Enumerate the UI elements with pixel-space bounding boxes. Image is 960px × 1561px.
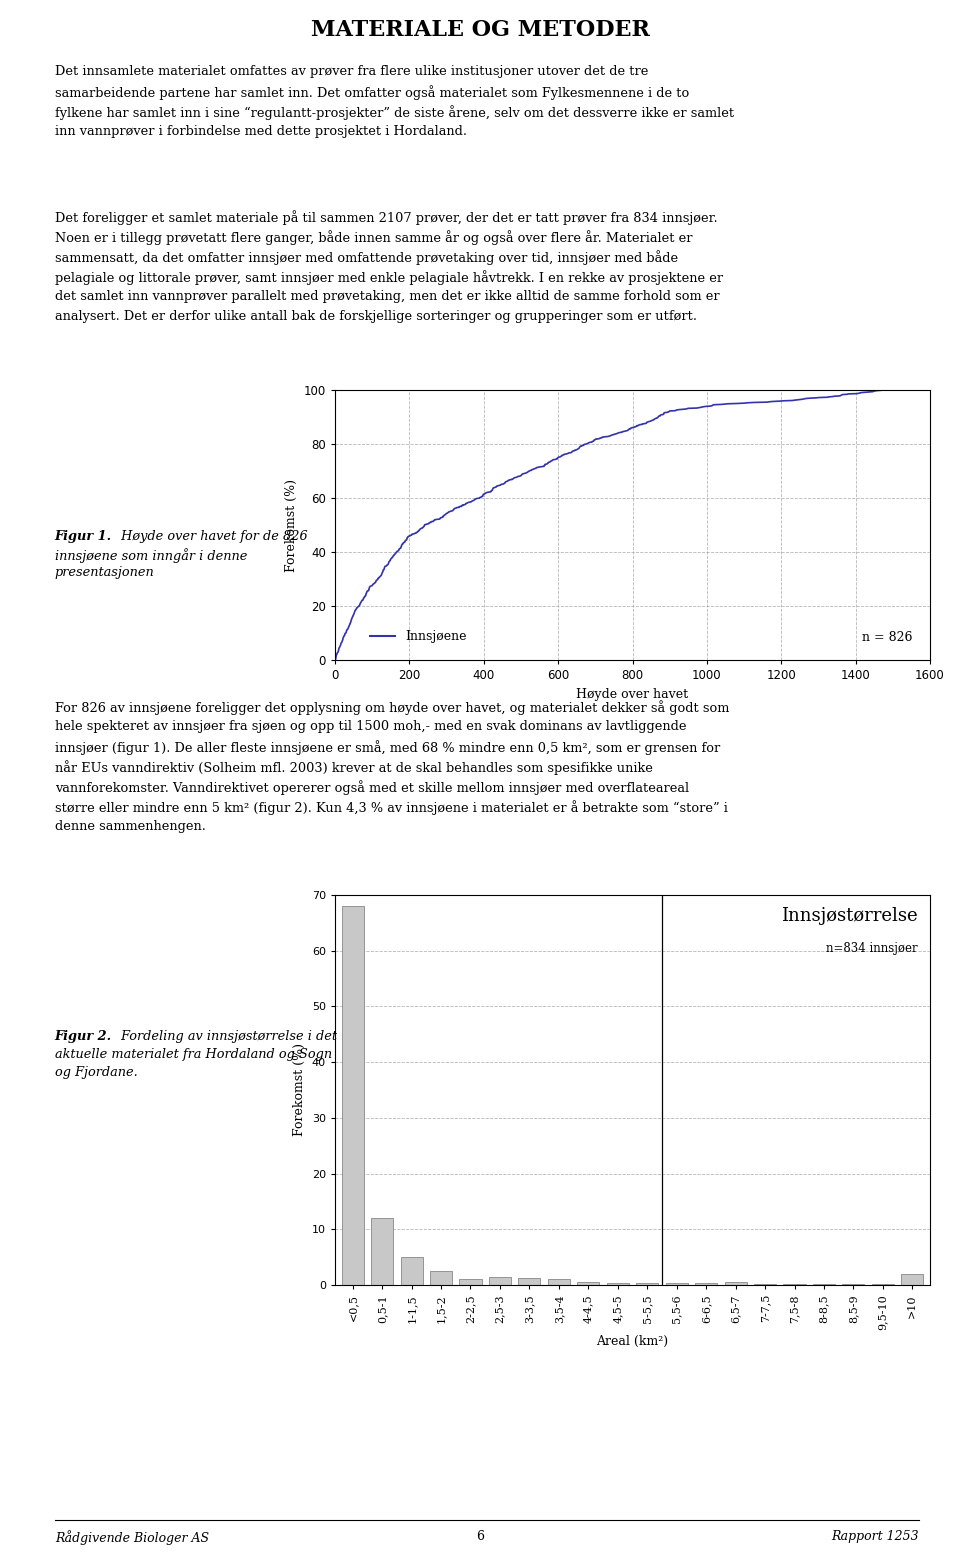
Bar [901,1274,924,1285]
X-axis label: Areal (km²): Areal (km²) [596,1335,668,1349]
Y-axis label: Forekomst (%): Forekomst (%) [285,479,299,571]
Bar [548,1280,570,1285]
Text: denne sammenhengen.: denne sammenhengen. [55,820,205,834]
Bar [518,1278,540,1285]
Bar [607,1283,629,1285]
Text: det samlet inn vannprøver parallelt med prøvetaking, men det er ikke alltid de s: det samlet inn vannprøver parallelt med … [55,290,719,303]
Text: Rådgivende Biologer AS: Rådgivende Biologer AS [55,1530,209,1545]
Text: Fordeling av innsjøstørrelse i det: Fordeling av innsjøstørrelse i det [117,1030,337,1043]
Text: Det foreligger et samlet materiale på til sammen 2107 prøver, der det er tatt pr: Det foreligger et samlet materiale på ti… [55,211,717,225]
Text: n = 826: n = 826 [862,631,912,643]
X-axis label: Høyde over havet: Høyde over havet [576,687,688,701]
Text: når EUs vanndirektiv (Solheim mfl. 2003) krever at de skal behandles som spesifi: når EUs vanndirektiv (Solheim mfl. 2003)… [55,760,653,774]
Text: 6: 6 [476,1530,484,1542]
Text: større eller mindre enn 5 km² (figur 2). Kun 4,3 % av innsjøene i materialet er : større eller mindre enn 5 km² (figur 2).… [55,799,728,815]
Text: inn vannprøver i forbindelse med dette prosjektet i Hordaland.: inn vannprøver i forbindelse med dette p… [55,125,467,137]
Bar [460,1280,482,1285]
Bar [636,1283,659,1285]
Text: samarbeidende partene har samlet inn. Det omfatter også materialet som Fylkesmen: samarbeidende partene har samlet inn. De… [55,84,689,100]
Text: analysert. Det er derfor ulike antall bak de forskjellige sorteringer og grupper: analysert. Det er derfor ulike antall ba… [55,311,697,323]
Bar [577,1282,599,1285]
Text: pelagiale og littorale prøver, samt innsjøer med enkle pelagiale håvtrekk. I en : pelagiale og littorale prøver, samt inns… [55,270,723,284]
Text: presentasjonen: presentasjonen [55,567,155,579]
Text: hele spekteret av innsjøer fra sjøen og opp til 1500 moh,- med en svak dominans : hele spekteret av innsjøer fra sjøen og … [55,720,686,734]
Text: n=834 innsjøer: n=834 innsjøer [827,941,918,955]
Y-axis label: Forekomst (%): Forekomst (%) [294,1043,306,1136]
Text: MATERIALE OG METODER: MATERIALE OG METODER [311,19,649,41]
Text: innsjøene som inngår i denne: innsjøene som inngår i denne [55,548,247,564]
Text: Det innsamlete materialet omfattes av prøver fra flere ulike institusjoner utove: Det innsamlete materialet omfattes av pr… [55,66,648,78]
Text: Noen er i tillegg prøvetatt flere ganger, både innen samme år og også over flere: Noen er i tillegg prøvetatt flere ganger… [55,229,692,245]
Bar [725,1282,747,1285]
Text: Høyde over havet for de 826: Høyde over havet for de 826 [117,531,308,543]
Bar [489,1277,511,1285]
Legend: Innsjøene: Innsjøene [365,626,471,648]
Text: og Fjordane.: og Fjordane. [55,1066,137,1079]
Bar [400,1257,422,1285]
Text: Innsjøstørrelse: Innsjøstørrelse [781,907,918,924]
Text: For 826 av innsjøene foreligger det opplysning om høyde over havet, og materiale: For 826 av innsjøene foreligger det oppl… [55,699,729,715]
Text: vannforekomster. Vanndirektivet opererer også med et skille mellom innsjøer med : vannforekomster. Vanndirektivet opererer… [55,780,689,795]
Text: innsjøer (figur 1). De aller fleste innsjøene er små, med 68 % mindre enn 0,5 km: innsjøer (figur 1). De aller fleste inns… [55,740,720,756]
Bar [665,1283,687,1285]
Bar [342,905,364,1285]
Text: aktuelle materialet fra Hordaland og Sogn: aktuelle materialet fra Hordaland og Sog… [55,1047,332,1061]
Text: fylkene har samlet inn i sine “regulantt-prosjekter” de siste årene, selv om det: fylkene har samlet inn i sine “regulantt… [55,105,733,120]
Text: sammensatt, da det omfatter innsjøer med omfattende prøvetaking over tid, innsjø: sammensatt, da det omfatter innsjøer med… [55,250,678,265]
Bar [430,1271,452,1285]
Bar [372,1218,394,1285]
Text: Figur 2.: Figur 2. [55,1030,112,1043]
Text: Rapport 1253: Rapport 1253 [831,1530,919,1542]
Text: Figur 1.: Figur 1. [55,531,112,543]
